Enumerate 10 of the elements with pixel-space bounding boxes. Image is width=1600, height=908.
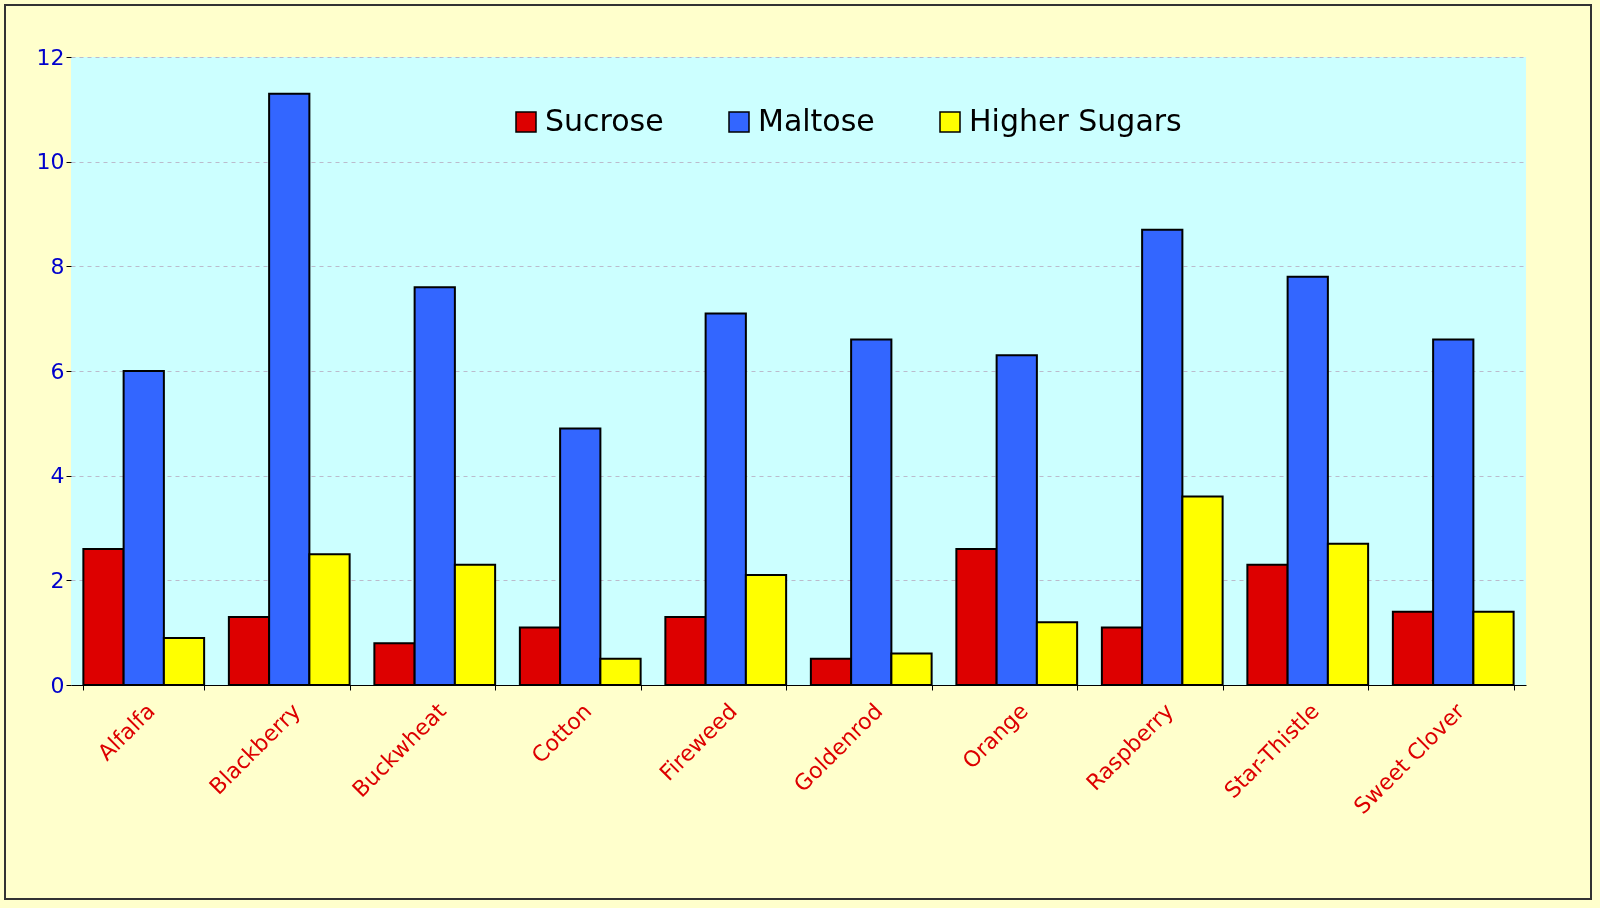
legend-label: Higher Sugars	[969, 103, 1182, 138]
y-tick-label: 12	[36, 44, 65, 70]
y-tick-label: 8	[50, 253, 65, 279]
legend-label: Sucrose	[545, 103, 664, 138]
y-tick-label: 4	[50, 463, 65, 489]
y-tick-label: 6	[50, 358, 65, 384]
y-tick-label: 0	[50, 672, 65, 698]
legend-label: Maltose	[758, 103, 875, 138]
y-tick-label: 2	[50, 567, 65, 593]
y-tick-label: 10	[36, 149, 65, 175]
